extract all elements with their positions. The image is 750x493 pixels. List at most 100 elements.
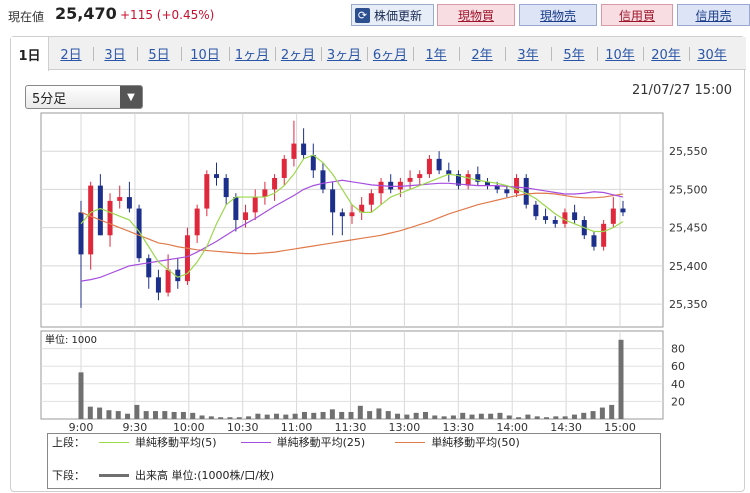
volume-bar [199,415,205,419]
volume-bar [162,411,168,419]
volume-bar [469,414,475,419]
tab-separator [505,47,506,61]
candle-body [494,185,500,190]
tab-7[interactable]: 3ヶ月 [326,48,362,63]
chart-panel: 1日 2日 3日 5日 10日 1ヶ月 2ヶ月 3ヶ月 6ヶ月 1年 2年 3年 5年 10年 20年 30年… [10,36,746,492]
volume-bar [357,405,363,419]
tab-15[interactable]: 30年 [697,48,727,63]
candle-body [514,177,520,194]
volume-bar [311,412,317,419]
volume-bar [87,406,93,419]
candle-body [301,143,307,156]
candle-body [446,170,452,175]
volume-bar [264,414,270,419]
tab-separator [137,47,138,61]
ma50-line [80,192,624,255]
volume-bar [190,412,196,419]
cash-buy-button[interactable]: 現物買 [437,4,515,26]
candle-body [117,197,123,201]
candle-body [107,200,113,236]
legend-ma5: 単純移動平均(5) [135,436,217,449]
volume-bar [525,414,531,419]
tab-11[interactable]: 3年 [517,48,539,63]
volume-bar [180,411,186,419]
volume-bar [208,416,214,419]
tab-9[interactable]: 1年 [425,48,447,63]
tab-1[interactable]: 2日 [60,48,82,63]
candle-body [465,174,471,186]
volume-bar [385,411,391,419]
volume-plot-frame [40,330,664,420]
volume-tick-label: 80 [671,343,685,356]
volume-bar [506,415,512,419]
volume-bar [115,411,121,419]
volume-bar [497,412,503,419]
x-tick-label: 15:00 [604,421,636,434]
margin-sell-button[interactable]: 信用売 [677,4,750,26]
legend-ma25: 単純移動平均(25) [276,436,366,449]
tab-6[interactable]: 2ヶ月 [280,48,316,63]
tab-12[interactable]: 5年 [563,48,585,63]
tab-14[interactable]: 20年 [651,48,681,63]
quote-header: 現在値 25,470 +115 (+0.45%) ⟳ 株価更新 現物買 現物売 … [0,0,750,30]
candle-body [272,177,278,190]
candle-body [417,174,423,178]
interval-select[interactable]: 5分足 ▼ [25,85,143,109]
price-chart: 9:00 9:30 10:00 10:30 11:00 11:30 13:00 13:30 14… [40,112,708,434]
price-change: +115 (+0.45%) [120,8,215,22]
cash-sell-button[interactable]: 現物売 [519,4,597,26]
candle-body [533,204,539,217]
x-tick-label: 14:30 [550,421,582,434]
volume-bar [367,411,373,419]
volume-bar [218,417,224,419]
volume-bar [274,413,280,419]
volume-bar [516,417,522,419]
volume-bar [609,404,615,419]
margin-buy-button[interactable]: 信用買 [601,4,673,26]
x-tick-label: 9:00 [69,421,94,434]
tab-separator [413,47,414,61]
volume-bar [97,407,103,419]
tab-2[interactable]: 3日 [104,48,126,63]
tab-separator [551,47,552,61]
x-tick-label: 11:30 [335,421,367,434]
volume-bar [236,417,242,419]
current-price: 25,470 [55,4,117,23]
candle-body [504,189,510,194]
tab-separator [181,47,182,61]
tab-3[interactable]: 5日 [148,48,170,63]
volume-bar [339,411,345,419]
tab-separator [93,47,94,61]
tab-13[interactable]: 10年 [605,48,635,63]
tab-8[interactable]: 6ヶ月 [372,48,408,63]
candle-body [436,158,442,171]
interval-value: 5分足 [32,91,67,107]
tab-5[interactable]: 1ヶ月 [234,48,270,63]
tab-0[interactable]: 1日 [11,37,49,71]
refresh-price-button[interactable]: ⟳ 株価更新 [351,4,434,26]
tab-4[interactable]: 10日 [190,48,220,63]
volume-bar [78,372,84,419]
refresh-label: 株価更新 [374,8,423,23]
price-tick-label: 25,550 [669,145,708,158]
candle-body [620,208,626,213]
tab-separator [367,47,368,61]
candle-body [349,212,355,217]
candle-body [368,193,374,205]
chart-legend: 上段： 単純移動平均(5) 単純移動平均(25) 単純移動平均(50) 下段： … [47,433,661,489]
volume-bar [590,411,596,419]
candle-body [97,185,103,236]
volume-bar [488,413,494,419]
tab-10[interactable]: 2年 [471,48,493,63]
x-tick-label: 11:00 [281,421,313,434]
candle-body [320,170,326,190]
candle-body [146,258,152,278]
candle-body [591,235,597,247]
candle-body [214,174,219,178]
candle-body [572,212,578,220]
candle-body [610,208,616,224]
candle-body [543,216,549,220]
candle-body [523,177,529,205]
ma25-line [80,179,624,282]
legend-upper-label: 上段： [52,436,85,449]
